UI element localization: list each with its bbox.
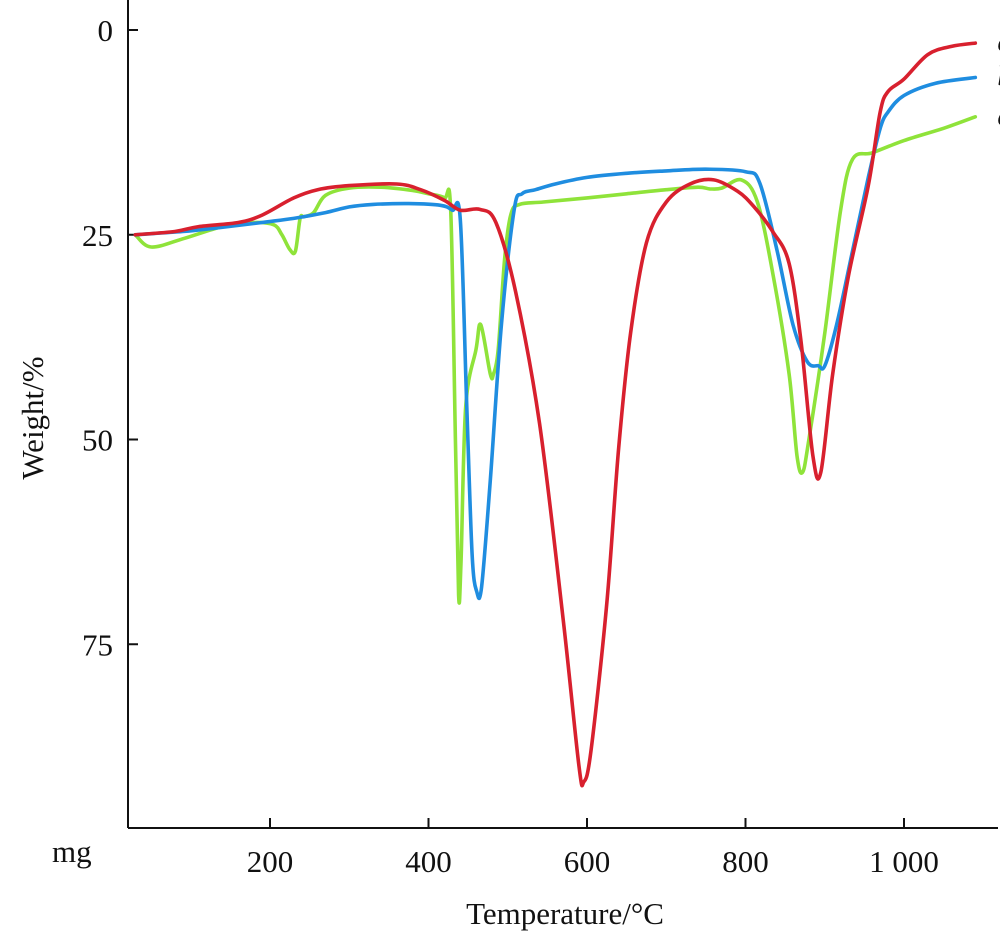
y-tick-label: 75: [82, 627, 113, 662]
series-line-a: [133, 115, 978, 605]
series-labels: cba: [997, 27, 1000, 132]
series-label-c: c: [997, 27, 1000, 58]
series-label-a: a: [997, 101, 1000, 132]
x-tick-label: 200: [247, 844, 294, 879]
series-line-c: [133, 41, 978, 788]
series-label-b: b: [997, 62, 1000, 93]
y-tick-label: 0: [98, 13, 114, 48]
axes: [127, 0, 998, 829]
x-ticks: 200 400 600 800 1 000: [247, 818, 939, 879]
x-tick-label: 600: [564, 844, 611, 879]
y-ticks: 0 25 50 75: [82, 13, 138, 662]
x-tick-label: 400: [405, 844, 452, 879]
unit-label: mg: [52, 834, 92, 869]
series-line-b: [133, 75, 978, 601]
x-tick-label: 1 000: [869, 844, 939, 879]
y-tick-label: 50: [82, 423, 113, 458]
y-axis-title: Weight/%: [15, 356, 50, 479]
series-group: [133, 41, 978, 788]
x-tick-label: 800: [722, 844, 769, 879]
x-axis-title: Temperature/°C: [466, 896, 664, 931]
y-tick-label: 25: [82, 218, 113, 253]
